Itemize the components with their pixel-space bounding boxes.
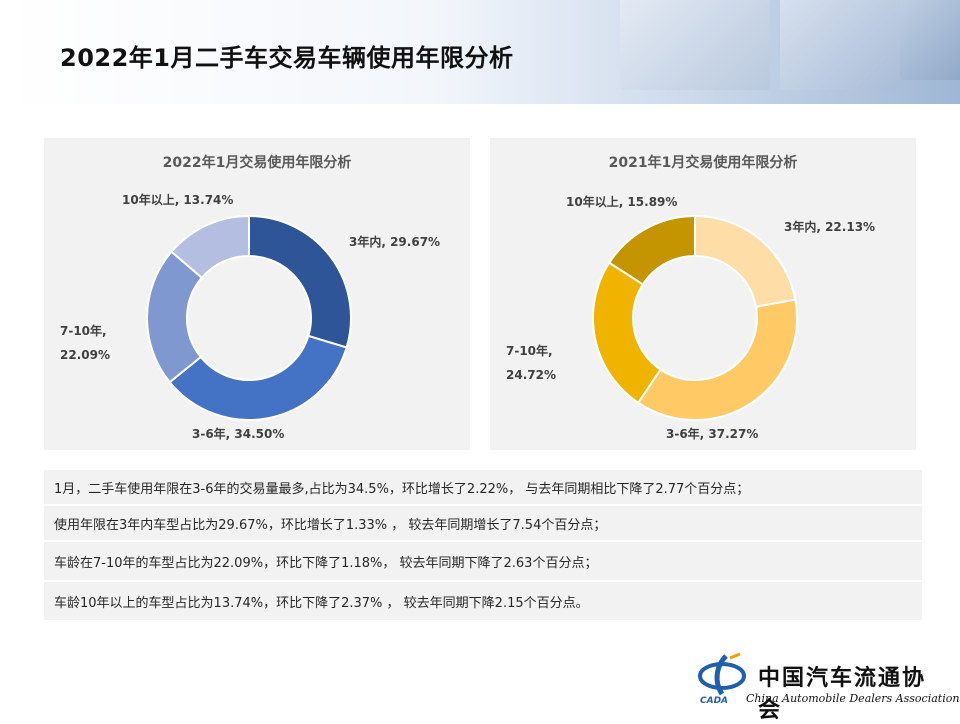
slice-data-label: 10年以上, 13.74% — [122, 192, 233, 207]
chart-panel-2022: 3年内, 29.67% 3-6年, 34.50% 7-10年, 22.09% 10年以上… — [44, 138, 470, 450]
chart-title-2022: 2022年1月交易使用年限分析 — [162, 155, 352, 171]
chart-panel-2021: 3年内, 22.13% 3-6年, 37.27% 7-10年, 24.72% 10年以上… — [490, 138, 916, 450]
donut-chart-2021: 3年内, 22.13% 3-6年, 37.27% 7-10年, 24.72% 10年以上… — [506, 194, 875, 441]
slice-data-label: 7-10年, 22.09% — [60, 323, 110, 362]
cada-emblem-icon — [698, 652, 746, 696]
analysis-notes: 1月，二手车使用年限在3-6年的交易量最多,占比为34.5%，环比增长了2.22… — [44, 470, 922, 622]
cada-logo: CADA 中国汽车流通协会 China Automobile Dealers A… — [696, 652, 959, 723]
donut-slice-7-10年 — [592, 261, 662, 405]
decorative-cube — [620, 0, 770, 90]
logo-name-en: China Automobile Dealers Association — [746, 692, 960, 705]
slice-data-label: 3年内, 22.13% — [784, 219, 875, 234]
slice-data-label: 10年以上, 15.89% — [566, 194, 677, 209]
logo-abbreviation: CADA — [700, 696, 729, 706]
slice-data-label: 3-6年, 37.27% — [666, 426, 758, 441]
donut-slice-10年以上 — [170, 214, 250, 280]
slice-data-label: 3年内, 29.67% — [349, 234, 440, 249]
header-banner: 2022年1月二手车交易车辆使用年限分析 — [0, 0, 960, 104]
donut-slice-3年内 — [694, 214, 797, 309]
slice-data-label: 3-6年, 34.50% — [192, 426, 284, 441]
page-title: 2022年1月二手车交易车辆使用年限分析 — [60, 44, 514, 72]
donut-slice-3年内 — [248, 214, 352, 349]
slice-data-label: 7-10年, 24.72% — [506, 343, 556, 382]
donut-chart-2022: 3年内, 29.67% 3-6年, 34.50% 7-10年, 22.09% 10年以上… — [60, 192, 440, 441]
decorative-cube — [780, 0, 900, 90]
note-row: 车龄10年以上的车型占比为13.74%，环比下降了2.37% ， 较去年同期下降… — [44, 582, 922, 622]
chart-title-2021: 2021年1月交易使用年限分析 — [608, 155, 798, 171]
donut-slice-3-6年 — [636, 298, 798, 421]
donut-slice-3-6年 — [168, 334, 348, 421]
decorative-cube — [900, 0, 960, 80]
note-row: 车龄在7-10年的车型占比为22.09%，环比下降了1.18%， 较去年同期下降… — [44, 542, 922, 582]
note-row: 使用年限在3年内车型占比为29.67%，环比增长了1.33% ， 较去年同期增长… — [44, 506, 922, 542]
note-row: 1月，二手车使用年限在3-6年的交易量最多,占比为34.5%，环比增长了2.22… — [44, 470, 922, 506]
donut-slice-10年以上 — [607, 214, 696, 286]
logo-name-cn: 中国汽车流通协会 — [758, 665, 927, 723]
